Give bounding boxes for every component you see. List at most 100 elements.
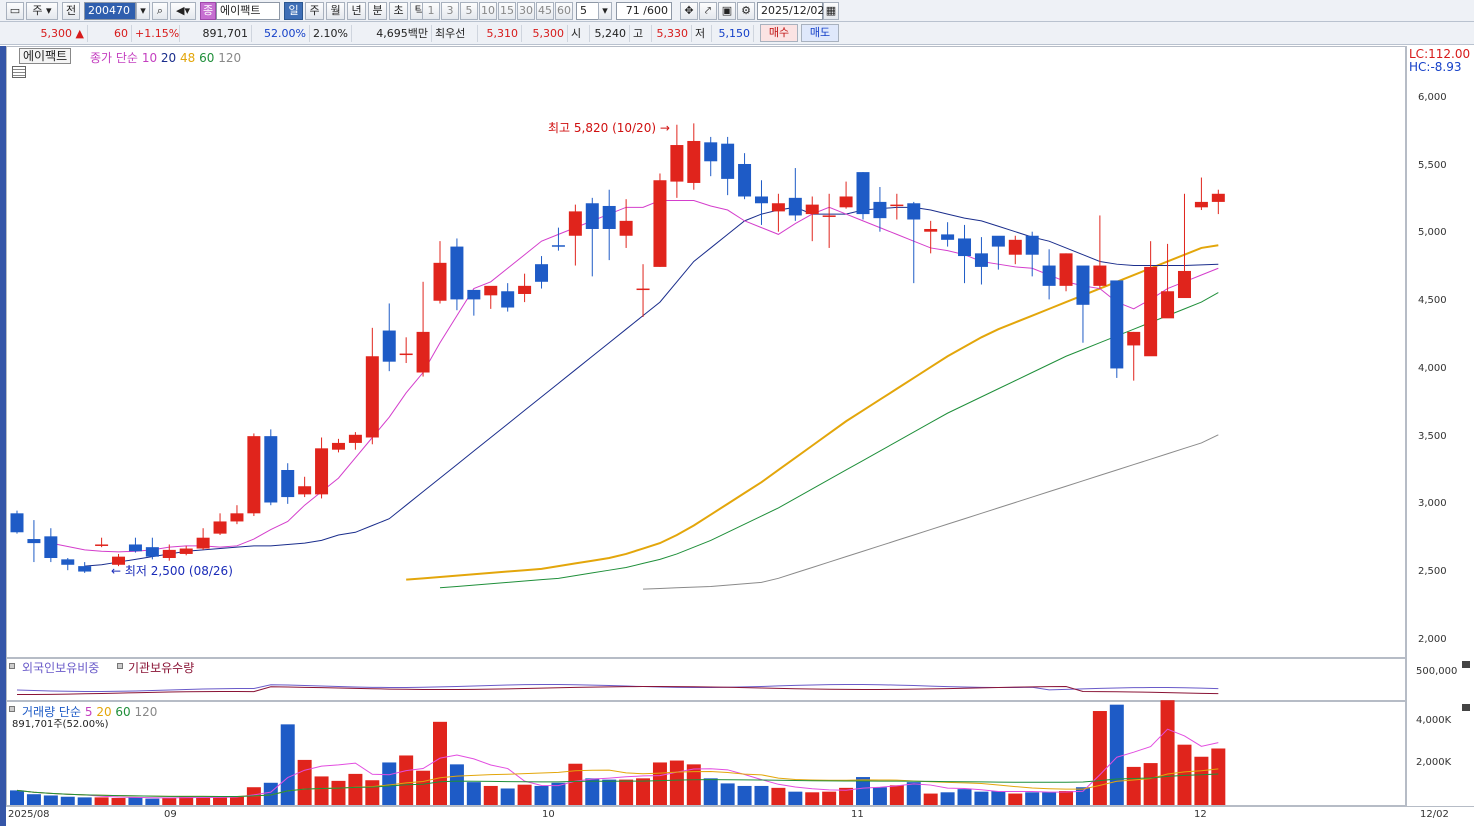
candle-body	[636, 288, 650, 291]
candle-body	[721, 143, 735, 179]
volume-bar	[1143, 763, 1158, 805]
date-input[interactable]: 2025/12/02	[757, 2, 824, 20]
high-value: 5,330	[652, 25, 692, 42]
timeframe-주[interactable]: 주	[305, 2, 324, 20]
volume-bar	[771, 787, 786, 805]
candle-body	[27, 539, 41, 544]
volume-bar	[1194, 756, 1209, 805]
holding-collapse-icon[interactable]	[1462, 661, 1470, 668]
candle-body	[822, 215, 836, 217]
timeframe-월[interactable]: 월	[326, 2, 345, 20]
interval-1[interactable]: 1	[422, 2, 440, 20]
volume-bar	[348, 773, 363, 805]
price-change: 60	[88, 25, 132, 42]
price-tick-4000: 4,000	[1418, 362, 1447, 374]
stock-type-badge: 종	[200, 2, 216, 20]
holding-chip-icon[interactable]	[9, 663, 15, 669]
volume-bar	[517, 784, 532, 805]
draw-tool-icon[interactable]: ⤤	[699, 2, 717, 20]
volume-bar	[128, 797, 143, 805]
search-icon[interactable]: ⌕	[152, 2, 168, 20]
sell-button[interactable]: 매도	[801, 24, 839, 42]
stock-name-field[interactable]: 에이팩트	[216, 2, 280, 20]
price-tick-3500: 3,500	[1418, 430, 1447, 442]
vol-ma-label-5: 5	[84, 705, 93, 719]
turnover-rate: 2.10%	[310, 25, 352, 42]
timeframe-일[interactable]: 일	[284, 2, 303, 20]
y-axis[interactable]	[1406, 46, 1474, 806]
timeframe-년[interactable]: 년	[347, 2, 366, 20]
interval-5[interactable]: 5	[460, 2, 478, 20]
volume-bar	[500, 788, 515, 805]
interval-60[interactable]: 60	[555, 2, 573, 20]
price-tick-4500: 4,500	[1418, 295, 1447, 307]
period-label: 주	[32, 4, 43, 17]
stock-code-input[interactable]: 200470	[84, 2, 136, 20]
timeframe-분[interactable]: 분	[368, 2, 387, 20]
sound-icon[interactable]: ◀▾	[170, 2, 196, 20]
code-dropdown-icon[interactable]: ▾	[136, 2, 150, 20]
volume-bar	[433, 721, 447, 805]
volume-bar	[297, 759, 312, 805]
volume-collapse-icon[interactable]	[1462, 704, 1470, 711]
volume-bar	[466, 782, 481, 805]
ma-60-line	[439, 292, 1219, 589]
candle-body	[839, 196, 853, 208]
volume-chip-icon[interactable]	[9, 706, 15, 712]
interval-3[interactable]: 3	[441, 2, 459, 20]
ma-label-48: 48	[180, 51, 196, 65]
candle-body	[805, 204, 819, 215]
institution-legend: 기관보유수량	[128, 661, 195, 675]
stock-name-box[interactable]: 에이팩트	[19, 48, 72, 64]
vol-tick-2000k: 2,000K	[1416, 757, 1452, 768]
interval-45[interactable]: 45	[536, 2, 554, 20]
candle-body	[1144, 266, 1158, 357]
trade-amount: 4,695백만	[352, 25, 432, 42]
candle-body	[958, 238, 972, 257]
interval-dropdown-icon[interactable]: ▾	[598, 2, 612, 20]
volume-bar	[906, 782, 921, 805]
prev-button[interactable]: 전	[62, 2, 80, 20]
volume-bar	[602, 779, 617, 805]
data-count-field[interactable]: 71 /600	[616, 2, 672, 20]
candle-body	[1076, 265, 1090, 305]
hc-label: HC:-8.93	[1409, 60, 1462, 74]
volume-bar	[872, 787, 887, 805]
volume-bar	[1059, 791, 1074, 805]
x-axis[interactable]	[6, 806, 1474, 826]
price-legend-prefix: 종가 단순	[90, 51, 138, 65]
candle-body	[196, 537, 210, 549]
price-tick-2500: 2,500	[1418, 565, 1447, 577]
candle-body	[568, 211, 582, 236]
calendar-icon[interactable]: ▦	[823, 2, 839, 20]
interval-15[interactable]: 15	[498, 2, 516, 20]
buy-button[interactable]: 매수	[760, 24, 798, 42]
vol-tick-4000k: 4,000K	[1416, 715, 1452, 726]
candle-body	[670, 145, 684, 182]
interval-10[interactable]: 10	[479, 2, 497, 20]
table-toggle-icon[interactable]	[12, 66, 26, 78]
volume-bar	[229, 796, 244, 805]
interval-30[interactable]: 30	[517, 2, 535, 20]
settings-gear-icon[interactable]: ⚙	[737, 2, 755, 20]
inst-chip-icon[interactable]	[117, 663, 123, 669]
candle-body	[213, 521, 227, 534]
timeframe-초[interactable]: 초	[389, 2, 408, 20]
save-icon[interactable]: ▣	[718, 2, 736, 20]
candle-body	[1161, 291, 1175, 319]
ma-label-60: 60	[199, 51, 215, 65]
volume-bar	[1211, 748, 1226, 805]
period-select[interactable]: 주 ▾	[26, 2, 58, 20]
candle-body	[247, 436, 261, 514]
volume-bar	[703, 778, 718, 805]
foreign-ratio-legend: 외국인보유비중	[22, 661, 100, 675]
price-legend: 종가 단순 10 20 48 60 120	[90, 49, 241, 66]
candle-body	[298, 486, 312, 495]
crosshair-icon[interactable]: ✥	[680, 2, 698, 20]
candle-body	[788, 197, 802, 216]
volume-bar	[1075, 787, 1090, 805]
holding-pane[interactable]	[6, 658, 1406, 701]
candle-body	[78, 566, 92, 572]
window-icon[interactable]: ▭	[6, 2, 24, 20]
